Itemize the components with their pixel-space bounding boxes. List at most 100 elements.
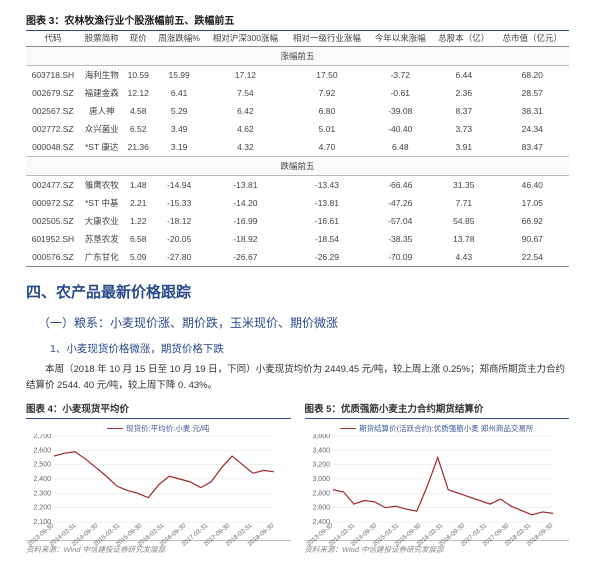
- table-cell: 000576.SZ: [26, 248, 80, 267]
- table-cell: 31.35: [432, 176, 496, 195]
- table-cell: 54.85: [432, 212, 496, 230]
- table-cell: 苏垦农发: [80, 230, 124, 248]
- table-cell: 603718.SH: [26, 66, 80, 85]
- table-cell: -13.81: [285, 194, 368, 212]
- table-header: 现价: [124, 31, 153, 47]
- table-cell: 17.05: [496, 194, 569, 212]
- table-cell: 21.36: [124, 138, 153, 157]
- table-cell: 2.21: [124, 194, 153, 212]
- table-cell: -27.80: [153, 248, 206, 267]
- table-cell: -40.40: [369, 120, 433, 138]
- svg-text:2,800: 2,800: [312, 490, 330, 497]
- table-cell: -16.61: [285, 212, 368, 230]
- table-cell: -18.12: [153, 212, 206, 230]
- table-cell: 90.67: [496, 230, 569, 248]
- table-row: 000048.SZ*ST 康达21.363.194.324.706.483.91…: [26, 138, 569, 157]
- table-cell: -16.99: [205, 212, 285, 230]
- table-cell: 3.19: [153, 138, 206, 157]
- table-title: 图表 3：农林牧渔行业个股涨幅前五、跌幅前五: [26, 12, 569, 31]
- table-cell: 002477.SZ: [26, 176, 80, 195]
- table-cell: 38.31: [496, 102, 569, 120]
- table-cell: -14.94: [153, 176, 206, 195]
- table-cell: 6.58: [124, 230, 153, 248]
- table-cell: 5.01: [285, 120, 368, 138]
- table-cell: 17.12: [205, 66, 285, 85]
- svg-text:2,500: 2,500: [33, 461, 51, 468]
- table-cell: *ST 中基: [80, 194, 124, 212]
- table-cell: -15.33: [153, 194, 206, 212]
- table-cell: 66.92: [496, 212, 569, 230]
- table-cell: -26.67: [205, 248, 285, 267]
- table-cell: 8.37: [432, 102, 496, 120]
- table-row: 002505.SZ大康农业1.22-18.12-16.99-16.61-57.0…: [26, 212, 569, 230]
- table-cell: 6.80: [285, 102, 368, 120]
- table-cell: 大康农业: [80, 212, 124, 230]
- table-cell: 000048.SZ: [26, 138, 80, 157]
- table-cell: 6.41: [153, 84, 206, 102]
- table-cell: -47.26: [369, 194, 433, 212]
- table-cell: -18.92: [205, 230, 285, 248]
- table-cell: 7.92: [285, 84, 368, 102]
- table-cell: 002772.SZ: [26, 120, 80, 138]
- table-cell: 2.36: [432, 84, 496, 102]
- table-header: 相对一级行业涨幅: [285, 31, 368, 47]
- table-row: 002567.SZ唐人神4.585.296.426.80-39.088.3738…: [26, 102, 569, 120]
- table-row: 002679.SZ福建金森12.126.417.547.92-0.612.362…: [26, 84, 569, 102]
- table-header: 周涨跌幅%: [153, 31, 206, 47]
- table-cell: 24.34: [496, 120, 569, 138]
- svg-text:2,600: 2,600: [312, 504, 330, 511]
- table-cell: 10.59: [124, 66, 153, 85]
- table-header: 总股本（亿）: [432, 31, 496, 47]
- section-row: 涨幅前五: [26, 47, 569, 66]
- table-cell: -3.72: [369, 66, 433, 85]
- table-cell: -13.81: [205, 176, 285, 195]
- table-cell: 6.52: [124, 120, 153, 138]
- section-h3: （一）粮系：小麦现价涨、期价跌，玉米现价、期价微涨: [38, 314, 569, 331]
- table-cell: 雏鹰农牧: [80, 176, 124, 195]
- chart-right-legend: 期货结算价(活跃合约):优质强筋小麦 郑州商品交易所: [305, 423, 570, 434]
- chart-left: 图表 4：小麦现货平均价 现货价:平均价:小麦 元/吨2,1002,2002,3…: [26, 401, 291, 555]
- table-cell: 13.78: [432, 230, 496, 248]
- table-row: 603718.SH海利生物10.5915.9917.1217.50-3.726.…: [26, 66, 569, 85]
- table-cell: 福建金森: [80, 84, 124, 102]
- table-cell: 广东甘化: [80, 248, 124, 267]
- table-cell: 68.20: [496, 66, 569, 85]
- table-cell: 002679.SZ: [26, 84, 80, 102]
- section-h4: 1、小麦现货价格微涨，期货价格下跌: [50, 341, 569, 356]
- chart-left-legend: 现货价:平均价:小麦 元/吨: [26, 423, 291, 434]
- table-cell: -39.08: [369, 102, 433, 120]
- chart-right: 图表 5：优质强筋小麦主力合约期货结算价 期货结算价(活跃合约):优质强筋小麦 …: [305, 401, 570, 555]
- table-cell: -0.61: [369, 84, 433, 102]
- table-cell: 6.48: [369, 138, 433, 157]
- table-cell: 3.73: [432, 120, 496, 138]
- table-cell: 4.43: [432, 248, 496, 267]
- body-paragraph: 本周（2018 年 10 月 15 日至 10 月 19 日，下同）小麦现货均价…: [26, 362, 569, 392]
- table-row: 002772.SZ众兴菌业6.523.494.625.01-40.403.732…: [26, 120, 569, 138]
- table-cell: 12.12: [124, 84, 153, 102]
- table-cell: 3.49: [153, 120, 206, 138]
- table-row: 601952.SH苏垦农发6.58-20.05-18.92-18.54-38.3…: [26, 230, 569, 248]
- table-header: 今年以来涨幅: [369, 31, 433, 47]
- table-cell: -70.09: [369, 248, 433, 267]
- table-cell: -20.05: [153, 230, 206, 248]
- chart-left-title: 图表 4：小麦现货平均价: [26, 401, 291, 419]
- table-cell: 83.47: [496, 138, 569, 157]
- table-cell: 4.70: [285, 138, 368, 157]
- table-cell: 46.40: [496, 176, 569, 195]
- table-cell: 000972.SZ: [26, 194, 80, 212]
- table-cell: 1.22: [124, 212, 153, 230]
- table-cell: 28.57: [496, 84, 569, 102]
- table-cell: -66.46: [369, 176, 433, 195]
- table-cell: 唐人神: [80, 102, 124, 120]
- table-cell: -14.20: [205, 194, 285, 212]
- svg-text:2,300: 2,300: [33, 490, 51, 497]
- table-cell: 海利生物: [80, 66, 124, 85]
- svg-text:2,400: 2,400: [33, 476, 51, 483]
- table-cell: 6.44: [432, 66, 496, 85]
- table-cell: 7.54: [205, 84, 285, 102]
- svg-text:2,700: 2,700: [33, 434, 51, 440]
- table-cell: 3.91: [432, 138, 496, 157]
- table-cell: -38.35: [369, 230, 433, 248]
- stock-table: 代码股票简称现价周涨跌幅%相对沪深300涨幅相对一级行业涨幅今年以来涨幅总股本（…: [26, 31, 569, 267]
- svg-text:2,600: 2,600: [33, 447, 51, 454]
